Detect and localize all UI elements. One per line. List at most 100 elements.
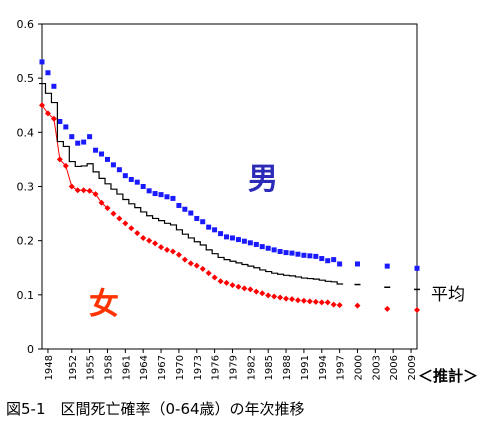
female-point [104, 205, 111, 212]
male-point [331, 257, 337, 263]
male-point [75, 140, 81, 146]
male-point [69, 134, 75, 140]
male-point [200, 219, 206, 225]
male-point [295, 251, 301, 257]
female-point [86, 187, 93, 194]
x-tick-label: 1961 [121, 355, 132, 380]
female-point [98, 199, 105, 206]
female-point [158, 244, 165, 251]
female-point [300, 297, 307, 304]
male-point [81, 139, 87, 145]
female-point [354, 302, 361, 309]
estimate-label: ＜推計＞ [418, 367, 478, 385]
male-point [354, 261, 360, 267]
x-tick-label: 1948 [44, 355, 55, 380]
y-tick-label: 0.1 [17, 289, 35, 302]
female-point [175, 251, 182, 258]
female-label: 女 [89, 287, 119, 322]
female-point [253, 288, 260, 295]
female-point [193, 262, 200, 269]
female-point [62, 162, 69, 169]
male-point [289, 250, 295, 256]
female-point [122, 220, 129, 227]
male-point [235, 237, 241, 243]
female-point [134, 230, 141, 237]
male-point [158, 192, 164, 198]
male-point [307, 253, 313, 259]
female-point [247, 286, 254, 293]
average-label: 平均 [431, 285, 465, 305]
female-point [235, 283, 242, 290]
male-point [110, 162, 116, 168]
male-point [301, 252, 307, 258]
female-point [110, 210, 117, 217]
male-point [229, 235, 235, 241]
series-step [39, 82, 420, 291]
female-point [146, 237, 153, 244]
male-point [259, 244, 265, 250]
male-point [283, 250, 289, 256]
male-point [241, 238, 247, 244]
x-tick-label: 1988 [282, 355, 293, 380]
male-point [45, 70, 51, 76]
x-tick-label: 1970 [175, 355, 186, 380]
female-point [336, 302, 343, 309]
x-tick-label: 2009 [407, 355, 418, 380]
x-tick-label: 1979 [228, 355, 239, 380]
y-axis: 0 0.1 0.2 0.3 0.4 0.5 0.6 [17, 18, 42, 356]
female-point [223, 279, 230, 286]
male-point [206, 224, 212, 230]
female-point [205, 270, 212, 277]
male-point [99, 151, 105, 157]
female-point [39, 102, 45, 109]
male-point [265, 245, 271, 251]
y-tick-label: 0.4 [17, 126, 35, 139]
male-point [188, 210, 194, 216]
female-point [265, 292, 272, 299]
male-point [122, 173, 128, 179]
x-tick-label: 1994 [318, 355, 329, 380]
male-point [247, 240, 253, 246]
male-label: 男 [248, 162, 278, 197]
female-point [318, 299, 325, 306]
male-point [152, 191, 158, 197]
male-point [271, 247, 277, 253]
female-point [80, 187, 87, 194]
female-point [312, 298, 319, 305]
female-point [277, 294, 284, 301]
male-point [146, 188, 152, 194]
male-point [182, 206, 188, 212]
y-tick-label: 0 [27, 343, 34, 356]
female-point [330, 301, 337, 308]
female-point [74, 187, 81, 194]
male-point [253, 241, 259, 247]
y-tick-label: 0.3 [17, 181, 35, 194]
female-point [283, 295, 290, 302]
female-point [414, 307, 420, 313]
x-tick-label: 1955 [86, 355, 97, 380]
male-point [104, 156, 110, 162]
male-point [87, 134, 93, 140]
male-point [128, 176, 134, 182]
male-point [325, 258, 331, 264]
female-point [68, 183, 75, 190]
male-point [57, 119, 63, 124]
figure-caption: 図5-1 区間死亡確率（0-64歳）の年次推移 [6, 400, 305, 418]
male-point [194, 215, 200, 221]
x-tick-label: 1952 [68, 355, 79, 380]
male-point [319, 256, 325, 262]
female-point [187, 260, 194, 267]
x-tick-label: 1976 [211, 355, 222, 380]
x-tick-label: 2003 [371, 355, 382, 380]
plot-area [41, 23, 418, 350]
male-point [39, 59, 45, 65]
female-point [164, 246, 170, 253]
male-point [414, 265, 420, 271]
female-point [128, 225, 135, 232]
male-point [116, 167, 122, 173]
male-point [212, 227, 218, 233]
x-tick-label: 1997 [336, 355, 347, 380]
male-point [218, 231, 224, 237]
female-point [140, 234, 147, 241]
